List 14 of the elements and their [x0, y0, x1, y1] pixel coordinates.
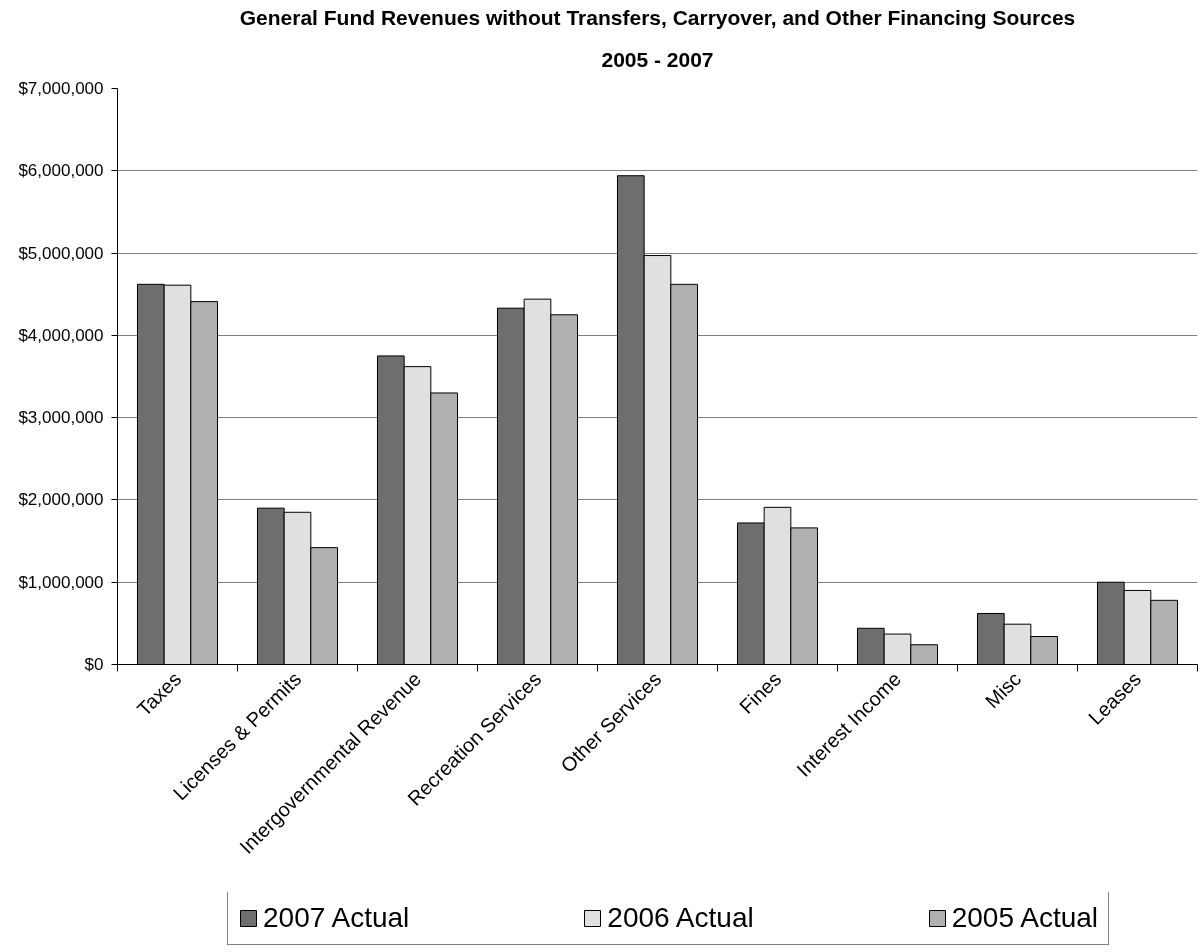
chart-title: General Fund Revenues without Transfers, Carryover, and Other Financing Sources — [239, 5, 1076, 29]
y-tick-label: $4,000,000 — [18, 325, 104, 345]
y-tick-label: $3,000,000 — [18, 408, 104, 428]
chart-subtitle: 2005 - 2007 — [601, 48, 714, 71]
y-tick-label: $6,000,000 — [18, 161, 104, 181]
y-tick-label: $5,000,000 — [18, 243, 104, 263]
y-tick-label: $2,000,000 — [18, 490, 104, 510]
y-tick-label: $7,000,000 — [18, 79, 104, 98]
y-tick-label: $1,000,000 — [18, 572, 104, 592]
x-tick-label: Misc — [980, 667, 1026, 713]
legend-label: 2007 Actual — [263, 902, 410, 934]
legend-label: 2006 Actual — [607, 902, 754, 934]
y-tick-label: $0 — [84, 655, 104, 674]
legend-label: 2005 Actual — [951, 902, 1099, 934]
